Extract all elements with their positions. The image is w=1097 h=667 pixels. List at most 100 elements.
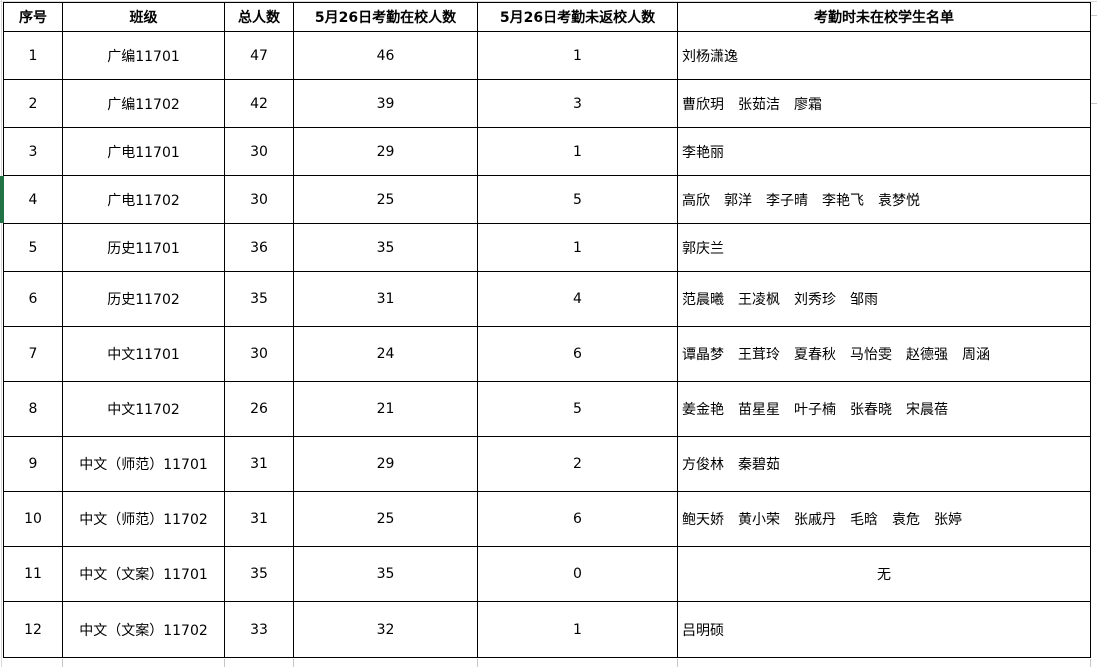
table-row: 2 广编11702 42 39 3 曹欣玥 张茹洁 廖霜 <box>3 79 1091 128</box>
sheet-gridline-left <box>1 0 2 667</box>
table-row: 1 广编11701 47 46 1 刘杨潇逸 <box>3 31 1091 80</box>
cell-class[interactable]: 广电11702 <box>62 175 225 224</box>
cell-total[interactable]: 31 <box>224 491 294 547</box>
sheet-gridline-top <box>0 1 1097 2</box>
cell-total[interactable]: 36 <box>224 223 294 272</box>
cell-names[interactable]: 方俊林 秦碧茹 <box>677 436 1091 492</box>
cell-absent[interactable]: 1 <box>477 31 678 80</box>
cell-no[interactable]: 2 <box>3 79 63 128</box>
cell-no[interactable]: 8 <box>3 381 63 437</box>
sheet-gridline-stub <box>293 659 294 667</box>
cell-class[interactable]: 中文（文案）11701 <box>62 546 225 602</box>
cell-no[interactable]: 12 <box>3 601 63 658</box>
cell-total[interactable]: 30 <box>224 127 294 176</box>
cell-class[interactable]: 历史11701 <box>62 223 225 272</box>
sheet-gridline-stub <box>677 659 678 667</box>
cell-absent[interactable]: 4 <box>477 271 678 327</box>
cell-names[interactable]: 吕明硕 <box>677 601 1091 658</box>
cell-no[interactable]: 5 <box>3 223 63 272</box>
cell-class[interactable]: 中文11702 <box>62 381 225 437</box>
cell-present[interactable]: 21 <box>293 381 478 437</box>
attendance-table: 序号 班级 总人数 5月26日考勤在校人数 5月26日考勤未返校人数 考勤时未在校学生名单… <box>3 2 1091 658</box>
sheet-gridline-stub <box>1090 659 1091 667</box>
cell-names[interactable]: 鲍天娇 黄小荣 张戚丹 毛晗 袁危 张婷 <box>677 491 1091 547</box>
cell-total[interactable]: 47 <box>224 31 294 80</box>
cell-names[interactable]: 姜金艳 苗星星 叶子楠 张春晓 宋晨蓓 <box>677 381 1091 437</box>
cell-present[interactable]: 31 <box>293 271 478 327</box>
cell-absent[interactable]: 5 <box>477 381 678 437</box>
cell-class[interactable]: 中文（师范）11701 <box>62 436 225 492</box>
cell-absent[interactable]: 5 <box>477 175 678 224</box>
cell-total[interactable]: 30 <box>224 326 294 382</box>
cell-absent[interactable]: 1 <box>477 601 678 658</box>
cell-no[interactable]: 1 <box>3 31 63 80</box>
table-row: 3 广电11701 30 29 1 李艳丽 <box>3 127 1091 176</box>
cell-names[interactable]: 郭庆兰 <box>677 223 1091 272</box>
cell-present[interactable]: 25 <box>293 175 478 224</box>
cell-names[interactable]: 曹欣玥 张茹洁 廖霜 <box>677 79 1091 128</box>
cell-no[interactable]: 4 <box>3 175 63 224</box>
table-row: 9 中文（师范）11701 31 29 2 方俊林 秦碧茹 <box>3 436 1091 492</box>
cell-present[interactable]: 39 <box>293 79 478 128</box>
column-header-3[interactable]: 5月26日考勤在校人数 <box>293 2 478 32</box>
cell-present[interactable]: 35 <box>293 223 478 272</box>
cell-names[interactable]: 谭晶梦 王茸玲 夏春秋 马怡雯 赵德强 周涵 <box>677 326 1091 382</box>
table-row: 10 中文（师范）11702 31 25 6 鲍天娇 黄小荣 张戚丹 毛晗 袁危 张婷 <box>3 491 1091 547</box>
cell-no[interactable]: 6 <box>3 271 63 327</box>
cell-class[interactable]: 中文11701 <box>62 326 225 382</box>
cell-total[interactable]: 30 <box>224 175 294 224</box>
table-row: 5 历史11701 36 35 1 郭庆兰 <box>3 223 1091 272</box>
cell-present[interactable]: 46 <box>293 31 478 80</box>
table-row: 6 历史11702 35 31 4 范晨曦 王凌枫 刘秀珍 邹雨 <box>3 271 1091 327</box>
column-header-4[interactable]: 5月26日考勤未返校人数 <box>477 2 678 32</box>
sheet-gridline-stub <box>1091 15 1097 16</box>
cell-absent[interactable]: 3 <box>477 79 678 128</box>
column-header-5[interactable]: 考勤时未在校学生名单 <box>677 2 1091 32</box>
cell-absent[interactable]: 0 <box>477 546 678 602</box>
cell-class[interactable]: 广编11702 <box>62 79 225 128</box>
table-row: 12 中文（文案）11702 33 32 1 吕明硕 <box>3 601 1091 658</box>
cell-names[interactable]: 高欣 郭洋 李子晴 李艳飞 袁梦悦 <box>677 175 1091 224</box>
cell-total[interactable]: 33 <box>224 601 294 658</box>
table-row: 8 中文11702 26 21 5 姜金艳 苗星星 叶子楠 张春晓 宋晨蓓 <box>3 381 1091 437</box>
header-row: 序号 班级 总人数 5月26日考勤在校人数 5月26日考勤未返校人数 考勤时未在校学生名单 <box>3 2 1091 32</box>
cell-absent[interactable]: 1 <box>477 223 678 272</box>
cell-total[interactable]: 35 <box>224 271 294 327</box>
column-header-0[interactable]: 序号 <box>3 2 63 32</box>
cell-class[interactable]: 广电11701 <box>62 127 225 176</box>
cell-no[interactable]: 9 <box>3 436 63 492</box>
cell-present[interactable]: 25 <box>293 491 478 547</box>
cell-absent[interactable]: 2 <box>477 436 678 492</box>
column-header-1[interactable]: 班级 <box>62 2 225 32</box>
cell-no[interactable]: 11 <box>3 546 63 602</box>
cell-total[interactable]: 42 <box>224 79 294 128</box>
sheet-gridline-stub <box>477 659 478 667</box>
cell-selection-indicator <box>0 176 4 223</box>
column-header-2[interactable]: 总人数 <box>224 2 294 32</box>
cell-total[interactable]: 31 <box>224 436 294 492</box>
cell-class[interactable]: 中文（师范）11702 <box>62 491 225 547</box>
sheet-gridline-stub <box>62 659 63 667</box>
cell-total[interactable]: 35 <box>224 546 294 602</box>
cell-present[interactable]: 29 <box>293 436 478 492</box>
cell-absent[interactable]: 6 <box>477 326 678 382</box>
cell-absent[interactable]: 1 <box>477 127 678 176</box>
cell-names[interactable]: 无 <box>677 546 1091 602</box>
cell-names[interactable]: 刘杨潇逸 <box>677 31 1091 80</box>
cell-no[interactable]: 10 <box>3 491 63 547</box>
cell-absent[interactable]: 6 <box>477 491 678 547</box>
cell-no[interactable]: 7 <box>3 326 63 382</box>
cell-class[interactable]: 广编11701 <box>62 31 225 80</box>
cell-present[interactable]: 32 <box>293 601 478 658</box>
table-row: 11 中文（文案）11701 35 35 0 无 <box>3 546 1091 602</box>
cell-present[interactable]: 35 <box>293 546 478 602</box>
cell-names[interactable]: 范晨曦 王凌枫 刘秀珍 邹雨 <box>677 271 1091 327</box>
cell-present[interactable]: 24 <box>293 326 478 382</box>
cell-class[interactable]: 中文（文案）11702 <box>62 601 225 658</box>
table-row: 7 中文11701 30 24 6 谭晶梦 王茸玲 夏春秋 马怡雯 赵德强 周涵 <box>3 326 1091 382</box>
cell-class[interactable]: 历史11702 <box>62 271 225 327</box>
cell-no[interactable]: 3 <box>3 127 63 176</box>
cell-present[interactable]: 29 <box>293 127 478 176</box>
cell-total[interactable]: 26 <box>224 381 294 437</box>
cell-names[interactable]: 李艳丽 <box>677 127 1091 176</box>
